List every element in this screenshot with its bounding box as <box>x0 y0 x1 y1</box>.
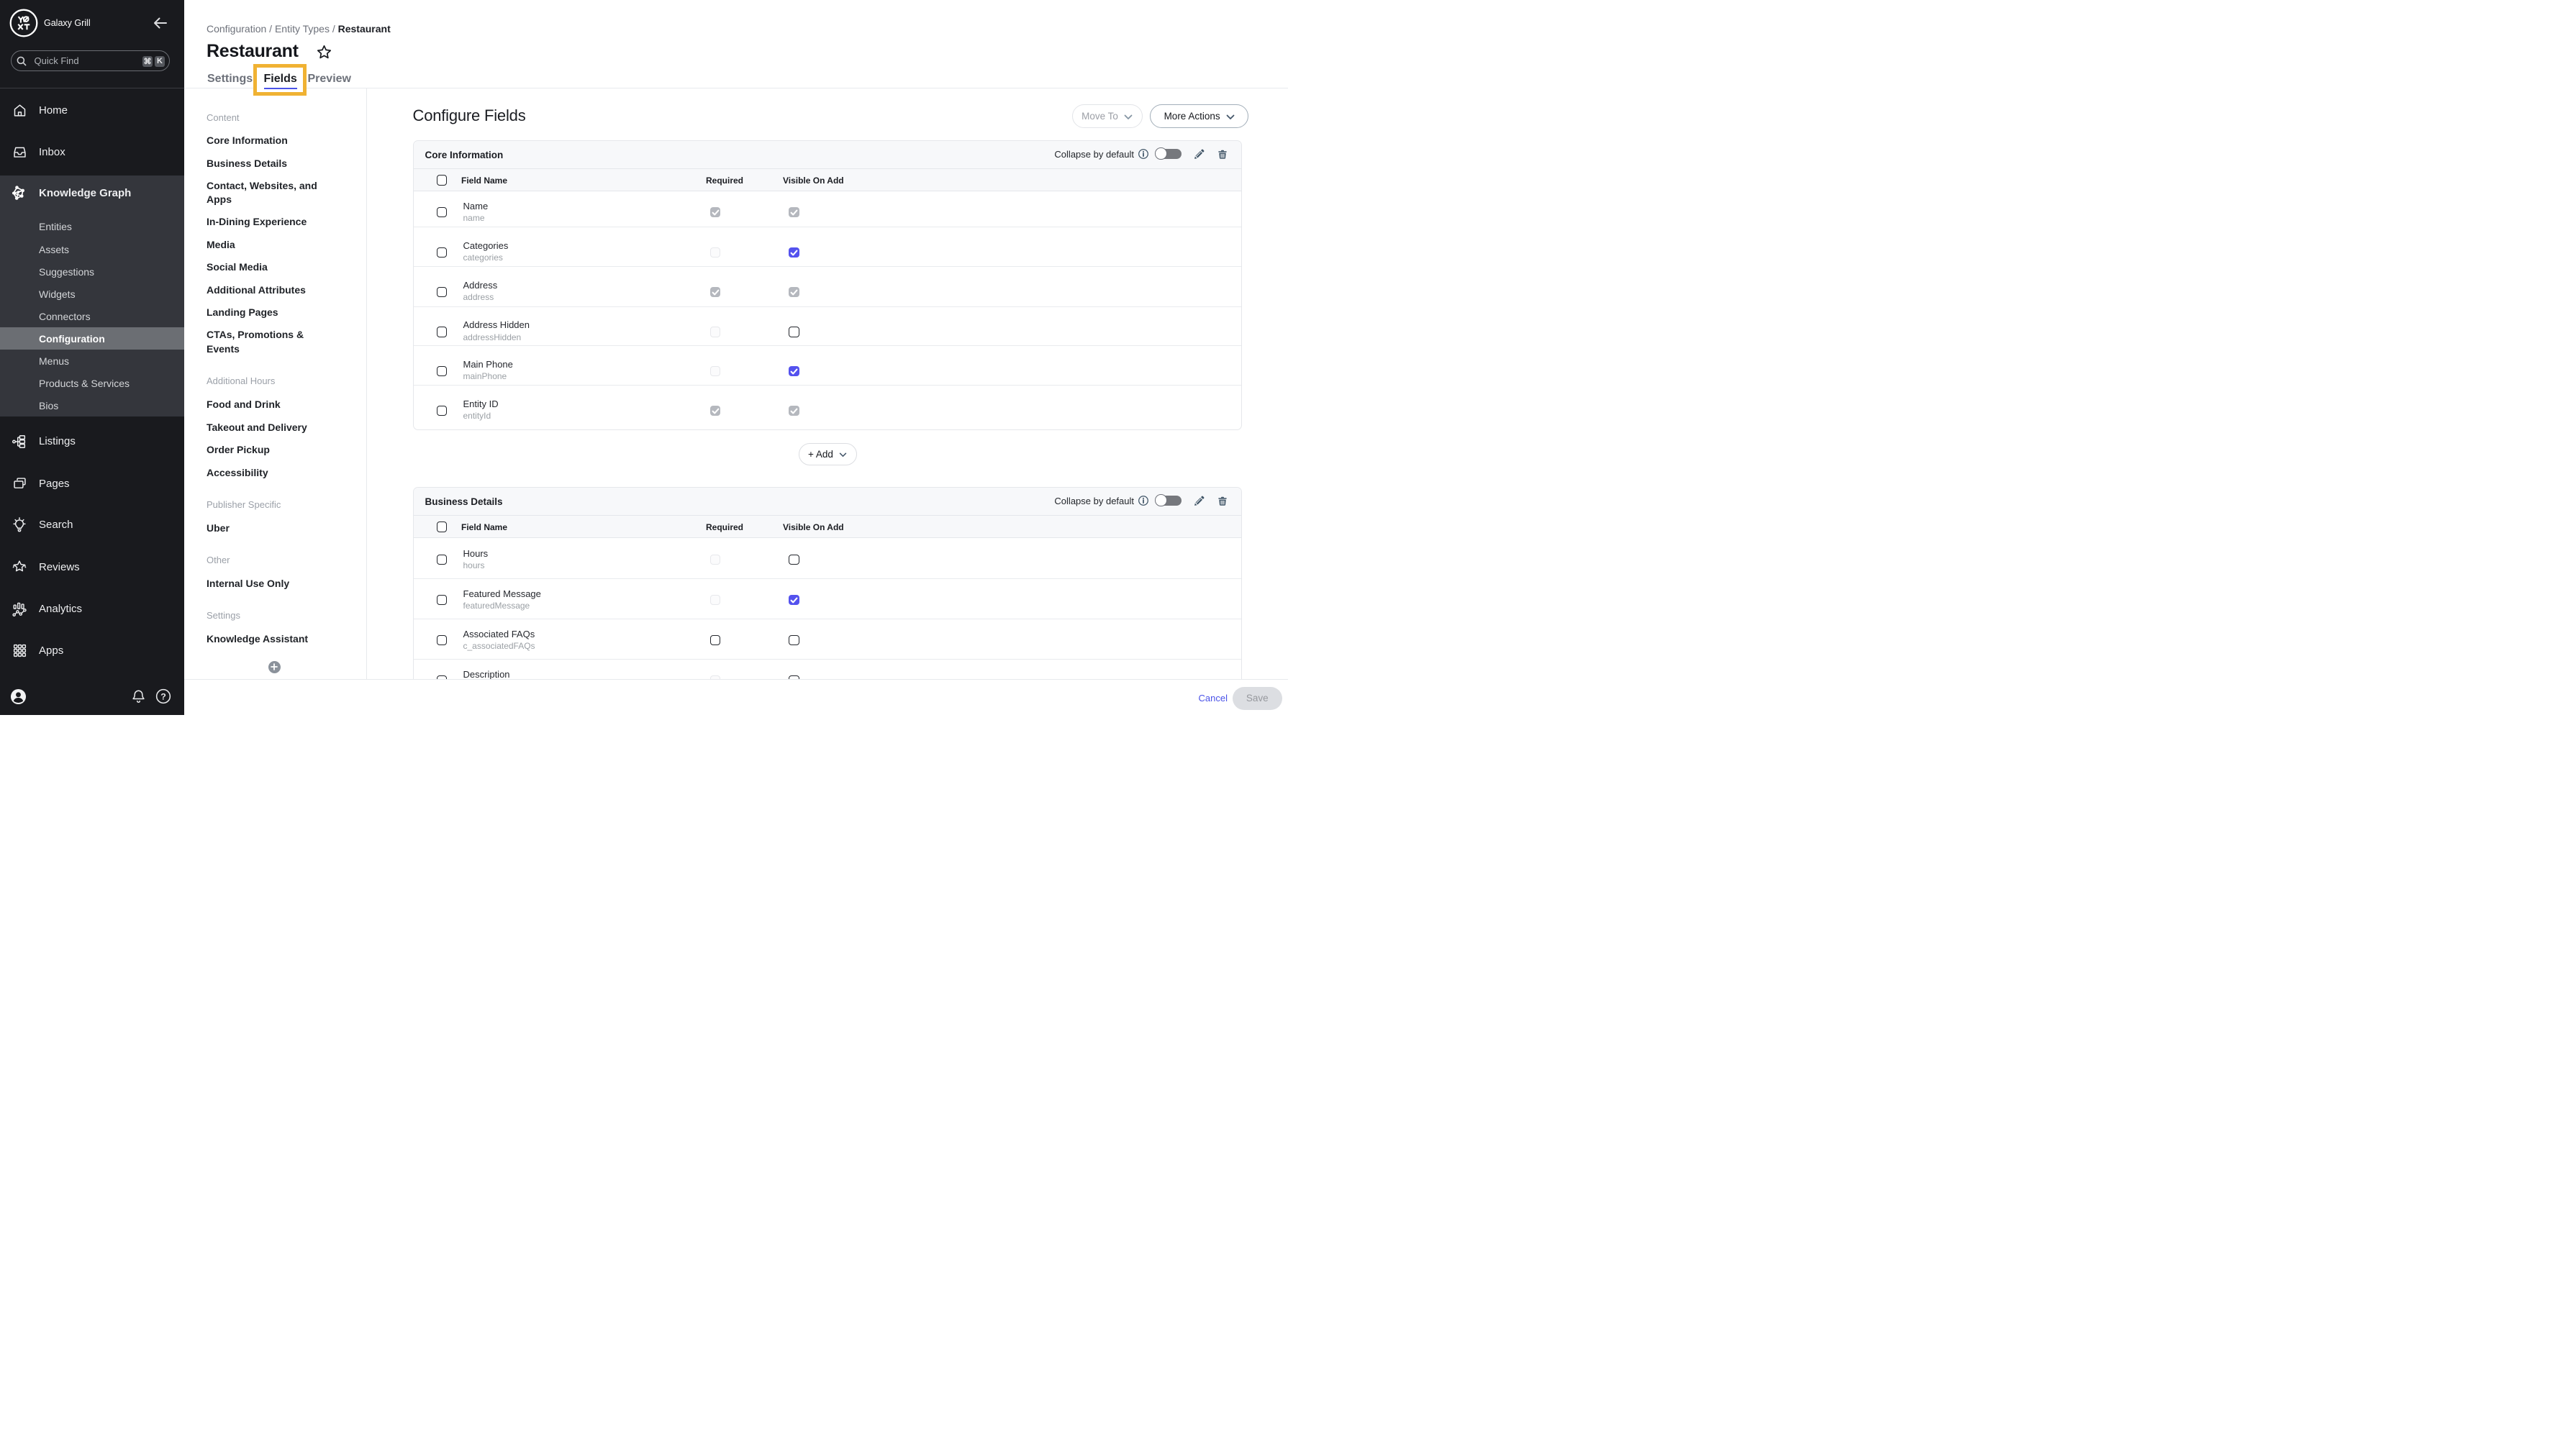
svg-text:?: ? <box>160 691 166 701</box>
